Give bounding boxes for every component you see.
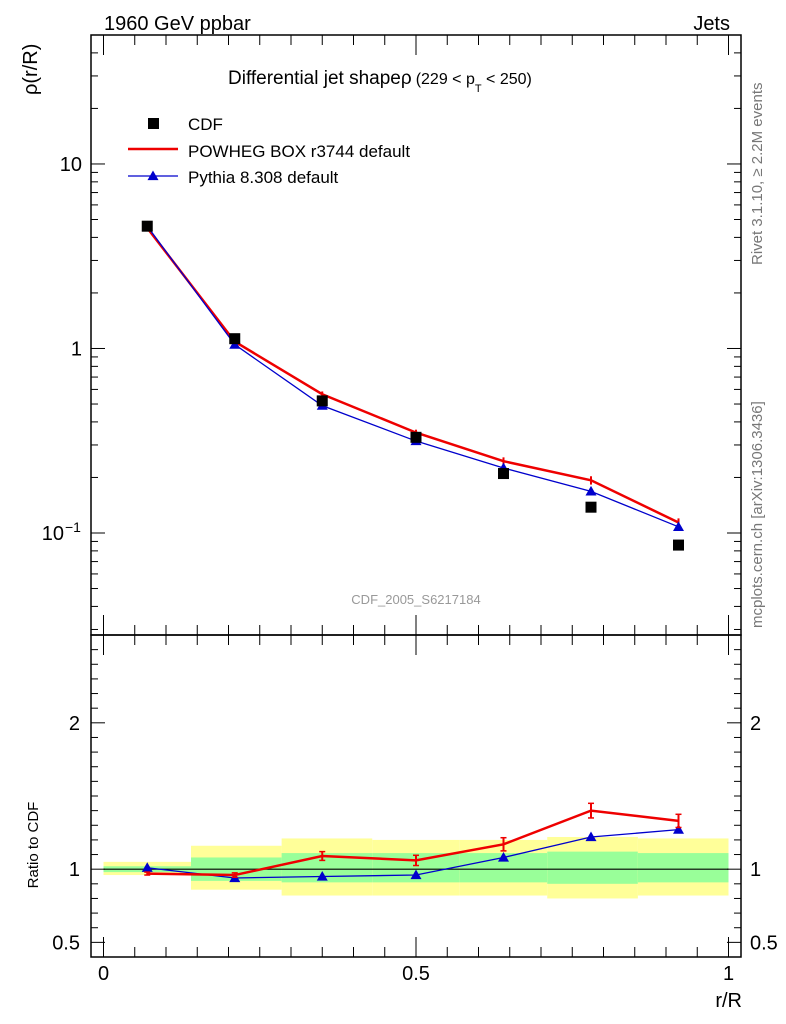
- ratio-pythia-marker: [498, 851, 509, 862]
- ratio-y-tick-label-right: 0.5: [750, 932, 778, 954]
- legend-pythia-marker: [147, 170, 159, 181]
- x-tick-label: 1: [723, 963, 734, 985]
- ratio-y-tick-label-left: 1: [69, 859, 80, 881]
- y-tick-label: 10: [60, 154, 82, 176]
- cdf-data-point: [316, 395, 328, 407]
- legend-entry-label: Pythia 8.308 default: [188, 168, 339, 187]
- cdf-data-point: [410, 431, 422, 443]
- ratio-y-tick-label-left: 0.5: [52, 932, 80, 954]
- x-tick-label: 0.5: [402, 963, 430, 985]
- powheg-line: [146, 227, 680, 524]
- ratio-pythia-marker: [585, 831, 597, 842]
- legend-entry-label: POWHEG BOX r3744 default: [188, 142, 410, 161]
- ratio-pythia-marker: [410, 869, 422, 880]
- ratio-y-tick-label-left: 2: [69, 713, 80, 735]
- legend: CDF POWHEG BOX r3744 default Pythia 8.308 …: [128, 115, 410, 187]
- chart-title-range: (229 < p: [416, 71, 475, 88]
- pythia-line: [146, 225, 679, 528]
- header-left: 1960 GeV ppbar: [104, 13, 251, 35]
- cdf-data-point: [498, 468, 509, 480]
- ratio-plot-panel: Ratio to CDF r/R 0 0.5 1 2 2 1 1 0.5 0.5: [25, 634, 778, 1012]
- side-label-mcplots: mcplots.cern.ch [arXiv:1306.3436]: [749, 401, 766, 628]
- y-tick-label: 1: [71, 338, 82, 360]
- uncertainty-band-inner: [637, 853, 729, 883]
- main-plot-panel: ρ(r/R) Differential jet shapeρ (229 < pT …: [20, 34, 742, 636]
- y-tick-label: 10: [42, 523, 64, 545]
- cdf-data-point: [673, 539, 684, 551]
- chart-title: Differential jet shapeρ (229 < pT < 250): [228, 68, 532, 95]
- pythia-marker: [585, 485, 597, 496]
- ratio-pythia-marker: [673, 824, 684, 834]
- chart-title-sub: T: [475, 83, 482, 95]
- ratio-pythia-marker: [141, 862, 153, 872]
- uncertainty-band-inner: [547, 851, 638, 884]
- cdf-data-point: [141, 220, 153, 232]
- chart-title-end: < 250): [482, 71, 532, 88]
- y-tick-label-exponent: −1: [65, 519, 81, 535]
- ratio-y-tick-label-right: 1: [750, 859, 761, 881]
- ratio-pythia-marker: [316, 871, 328, 881]
- cdf-data-point: [229, 333, 241, 345]
- legend-entry-label: CDF: [188, 115, 223, 134]
- main-y-axis-label: ρ(r/R): [20, 44, 42, 95]
- ratio-y-tick-label-right: 2: [750, 713, 761, 735]
- pythia-marker: [673, 521, 684, 531]
- cdf-data-point: [585, 501, 597, 513]
- ratio-plot-frame: [90, 634, 742, 958]
- header-right: Jets: [693, 13, 730, 35]
- analysis-watermark: CDF_2005_S6217184: [351, 592, 480, 607]
- ratio-y-axis-label: Ratio to CDF: [25, 802, 42, 889]
- side-label-rivet: Rivet 3.1.10, ≥ 2.2M events: [749, 83, 766, 266]
- x-tick-label: 0: [98, 963, 109, 985]
- x-axis-label: r/R: [715, 990, 742, 1012]
- legend-cdf-marker: [148, 118, 159, 129]
- chart-title-main: Differential jet shapeρ: [228, 68, 412, 89]
